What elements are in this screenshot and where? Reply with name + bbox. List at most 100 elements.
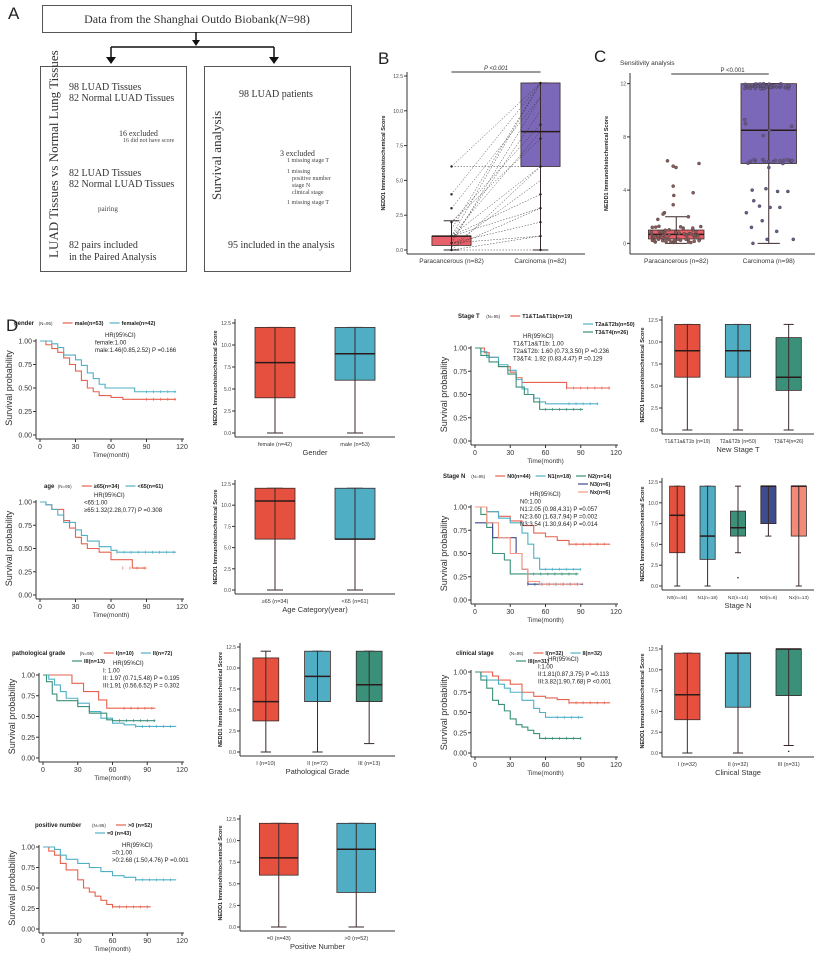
km-curve-2: [475, 506, 579, 575]
km-curve-1: [40, 501, 177, 553]
y-tick-label: 0.25: [453, 730, 467, 737]
jitter-point: [671, 164, 675, 168]
km-curve-1: [40, 340, 177, 393]
x-axis-title: Time(month): [94, 775, 131, 782]
jitter-point: [671, 184, 675, 188]
jitter-point: [758, 82, 763, 86]
jitter-point: [750, 83, 754, 87]
legend-title: clinical stage: [456, 651, 494, 657]
jitter-point: [686, 214, 691, 219]
y-tick-label: 0.25: [18, 569, 32, 576]
jitter-point: [766, 159, 771, 164]
x-axis-title: Age Category(year): [282, 605, 348, 614]
y-tick-label: 0.50: [453, 710, 467, 717]
data-point: [539, 165, 542, 168]
km-stage-n: 0.00 0.25 0.50 0.75 1.00 0 30 60 90 120 Time(month…: [439, 474, 622, 624]
box-stage-t: 0.0 2.5 5.0 7.5 10.0 12.5 T1&T1a&T1b (n=19) T2a…: [640, 316, 814, 454]
jitter-point: [682, 232, 687, 236]
jitter-point: [660, 238, 665, 243]
box-stage-n: 0.0 2.5 5.0 7.5 10.0 12.5 N0(n=44) N1(n=18) N2(n…: [640, 478, 814, 610]
x-axis-title: Pathological Grade: [286, 767, 350, 776]
x-axis-title: Time(month): [94, 946, 131, 953]
y-tick-label: 0.00: [18, 433, 32, 440]
data-point: [539, 193, 542, 196]
jitter-point: [650, 225, 655, 230]
y-tick-label: 0.25: [18, 409, 32, 416]
y-tick-label: 0: [623, 241, 626, 247]
legend-n: (N=95): [80, 651, 94, 656]
jitter-point: [684, 237, 688, 242]
x-tick-label: 90: [143, 604, 151, 611]
y-tick-label: 10.0: [393, 109, 403, 115]
chart-c-sensitivity-boxplot: 0 4 8 12 Paracancerous (n=82) Carcinoma (n=98…: [604, 60, 815, 265]
left-result2: in the Paired Analysis: [69, 252, 157, 263]
legend-item: T1&T1a&T1b(n=19): [522, 314, 572, 320]
x-tick-label: 30: [74, 938, 82, 945]
panel-letter-b: B: [378, 49, 390, 68]
jitter-point: [691, 226, 695, 230]
jitter-point: [673, 230, 678, 234]
jitter-point: [699, 224, 703, 229]
data-point: [450, 248, 453, 252]
hr-line: T3&T4: 1.92 (0.83,4.47) P =0.129: [513, 357, 603, 363]
right-reason-1: 1 missing stage T: [287, 158, 330, 164]
paired-line: [451, 194, 541, 237]
jitter-point: [667, 237, 671, 242]
y-tick-label: 0.0: [651, 751, 658, 757]
y-tick-label: 1.00: [18, 500, 32, 507]
hr-line: male:1.46(0.85,2.52) P =0.166: [95, 348, 177, 354]
hr-header: HR(95%CI): [105, 333, 136, 339]
y-tick-label: 12.5: [648, 318, 658, 324]
jitter-point: [664, 240, 668, 244]
x-tick-label: 120: [176, 767, 188, 774]
jitter-point: [778, 84, 783, 88]
jitter-point: [791, 237, 796, 242]
outlier-point: [787, 750, 790, 753]
x-axis-title: Positive Number: [290, 942, 346, 951]
p-value: P <0.001: [720, 68, 745, 74]
y-axis-title: NEDD1 Immunohistochemical Score: [604, 116, 610, 211]
hr-line: N3:3.54 (1.30,9.64) P =0.014: [520, 522, 598, 528]
km-pathological-grade: 0.00 0.25 0.50 0.75 1.00 0 30 60 90 120 Time(month…: [7, 651, 188, 782]
y-tick-label: 0.0: [396, 248, 403, 254]
jitter-point: [764, 85, 769, 89]
right-line1: 98 LUAD patients: [239, 89, 313, 100]
data-point: [450, 234, 453, 238]
x-tick-label: 0: [41, 938, 45, 945]
y-tick-label: 0.25: [453, 415, 467, 422]
source-n: N: [279, 12, 288, 26]
y-tick-label: 2.5: [229, 729, 236, 735]
legend-item: N3(n=6): [590, 482, 610, 488]
jitter-point: [692, 239, 696, 244]
paired-line: [451, 208, 541, 237]
jitter-point: [661, 233, 665, 238]
jitter-point: [764, 187, 768, 191]
jitter-point: [652, 234, 656, 239]
legend-title: Stage N: [443, 474, 465, 480]
left-vertical-label: LUAD Tissues vs Normal Lung Tissues: [46, 50, 61, 258]
paired-line: [451, 235, 541, 251]
arrow-head: [269, 57, 279, 64]
legend-n: (N=95): [92, 823, 106, 828]
right-vertical-label: Survival analysis: [209, 110, 224, 200]
jitter-point: [771, 160, 775, 164]
legend-item: <65(n=61): [138, 484, 164, 490]
x-category-label: Paracancerous (n=82): [419, 258, 484, 265]
y-tick-label: 10.0: [226, 839, 236, 845]
y-axis-title: NEDD1 Immunohistochemical Score: [213, 330, 219, 425]
y-tick-label: 5.0: [229, 882, 236, 888]
x-category-label: <65 (n=61): [342, 599, 369, 605]
y-tick-label: 2.5: [651, 563, 658, 569]
hr-header: HR(95%CI): [523, 334, 554, 340]
x-category-label: =0 (n=43): [267, 936, 291, 942]
jitter-point: [667, 228, 671, 232]
hr-line: II:1.81(0.87,3.75) P =0.113: [538, 672, 610, 678]
left-excluded: 16 excluded: [119, 129, 158, 138]
x-tick-label: 30: [506, 762, 514, 769]
jitter-point: [752, 157, 757, 162]
x-axis-title: Time(month): [527, 617, 564, 624]
legend-item: >0 (n=52): [128, 823, 152, 829]
y-tick-label: 10.0: [648, 340, 658, 346]
y-tick-label: 0.00: [18, 593, 32, 600]
y-tick-label: 0.0: [651, 584, 658, 590]
